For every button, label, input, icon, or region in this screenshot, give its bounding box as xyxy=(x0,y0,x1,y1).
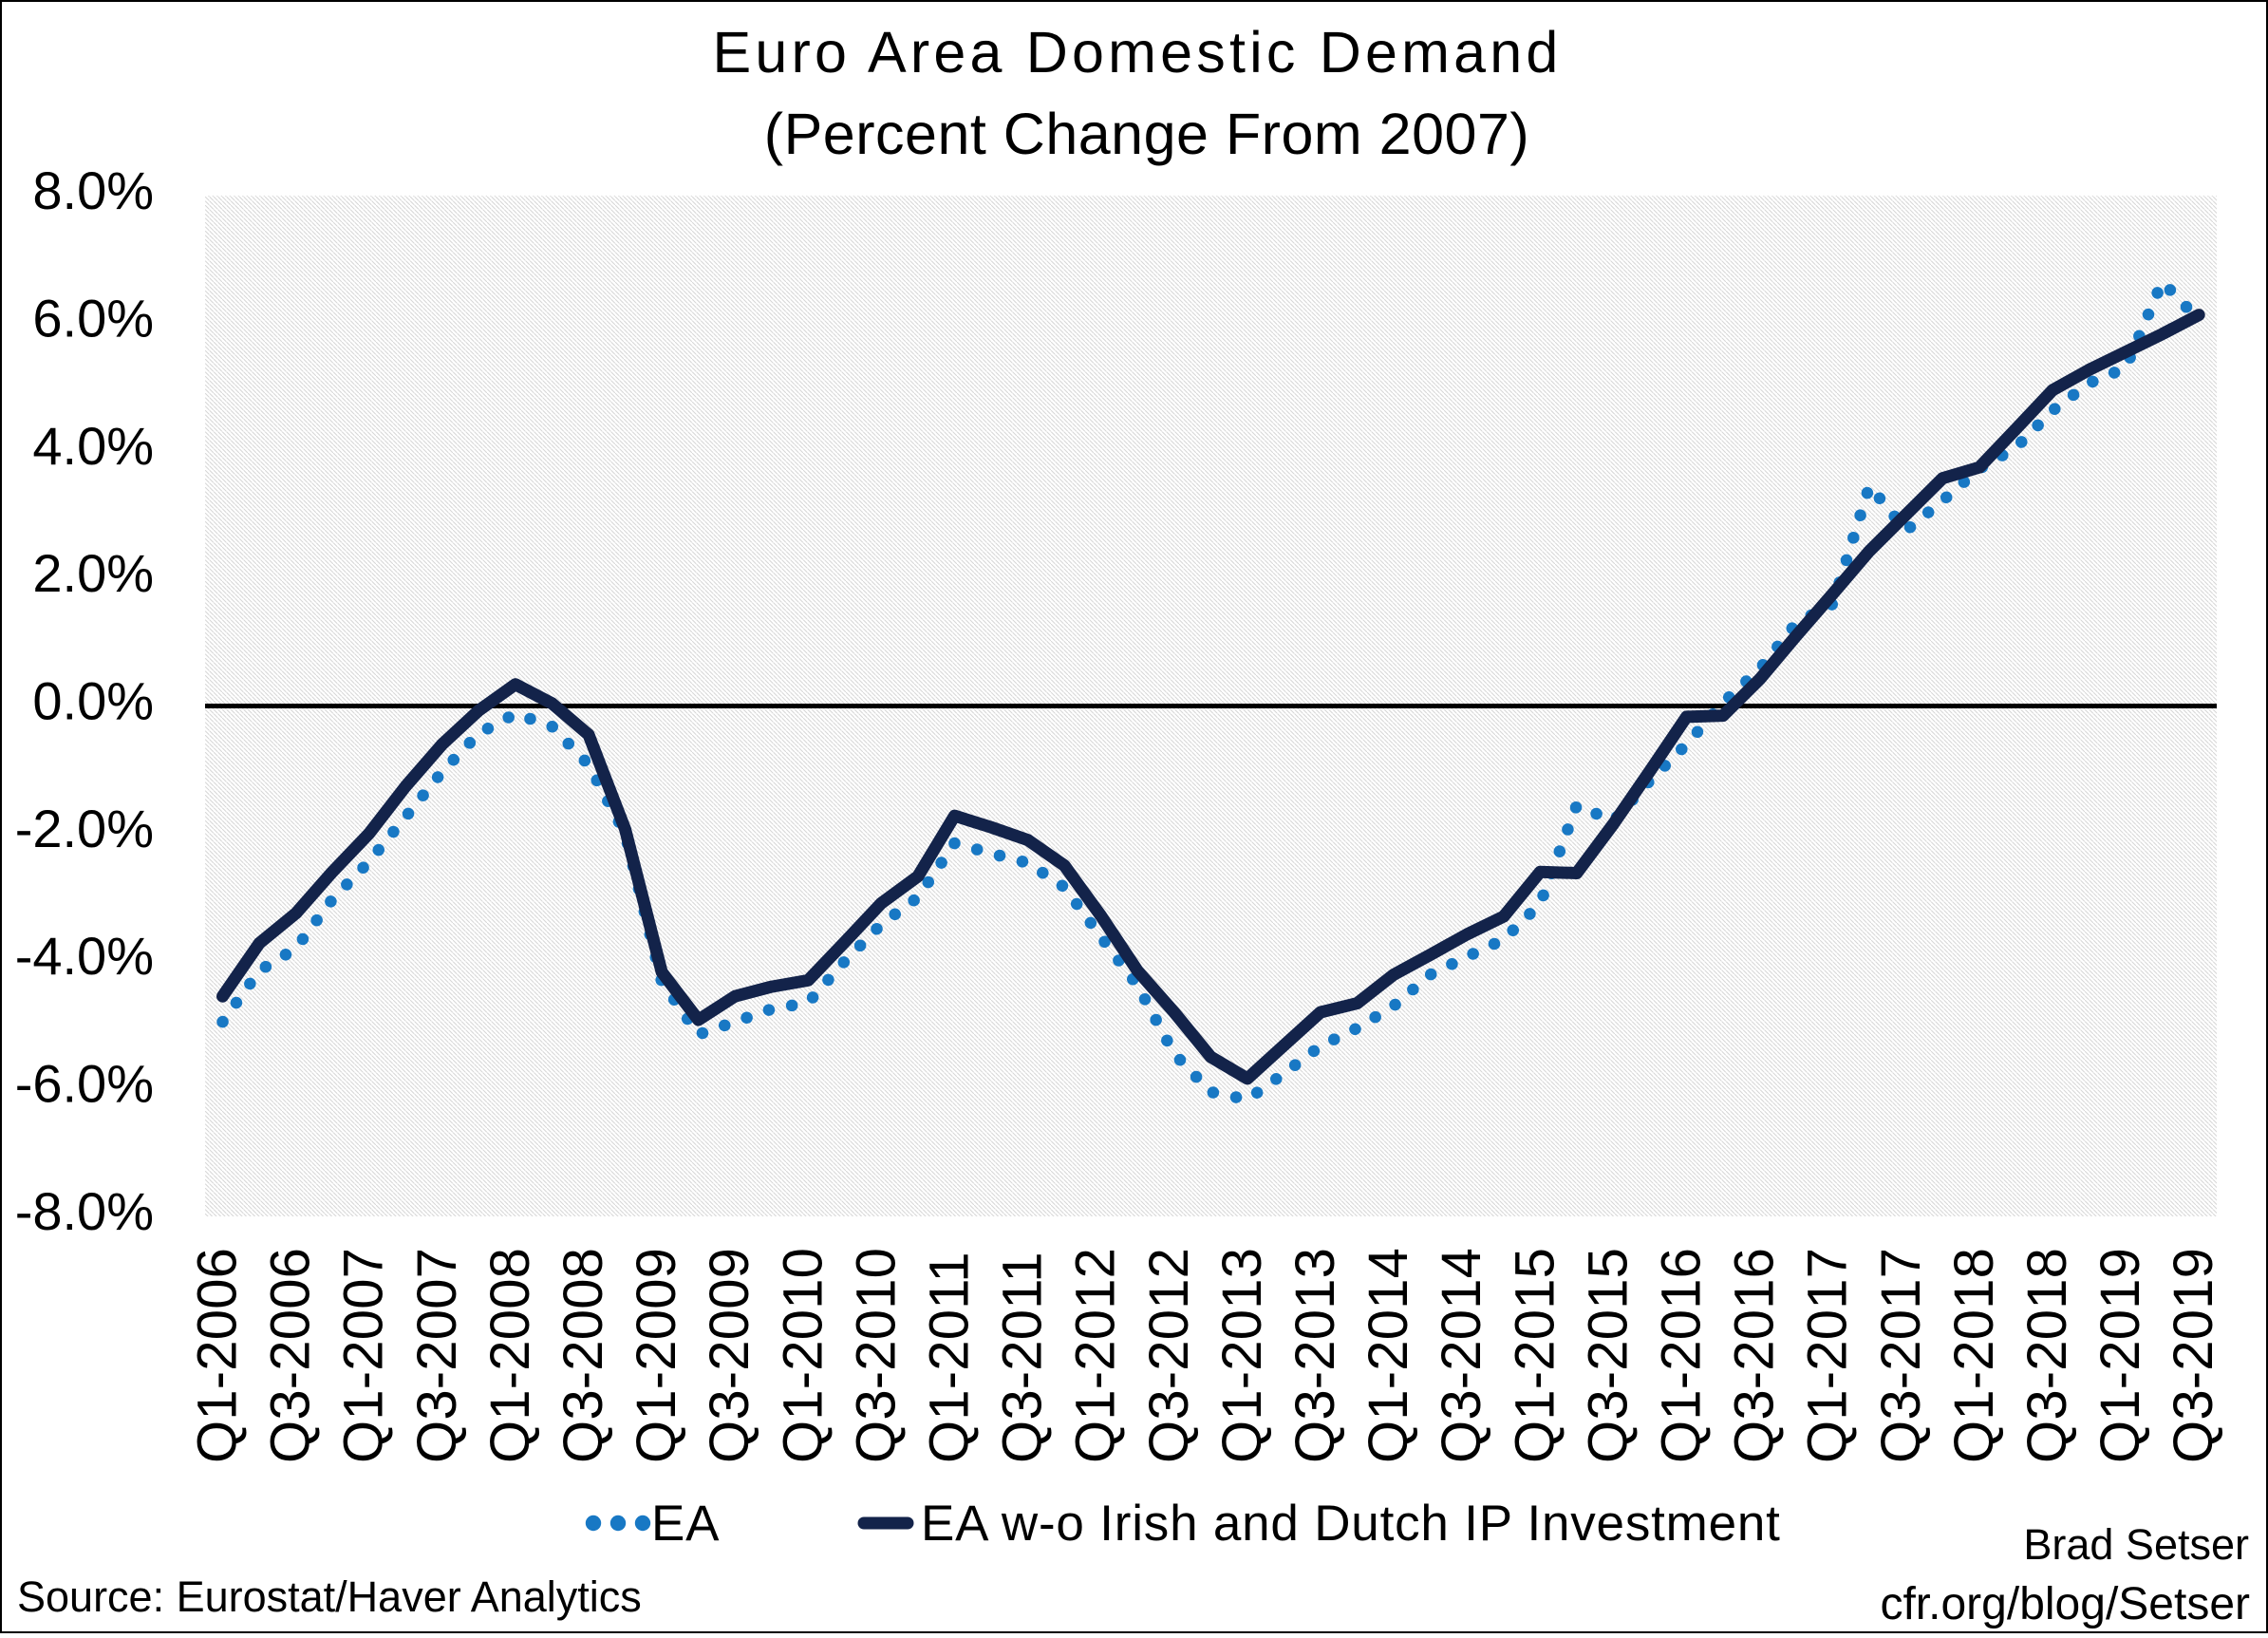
svg-text:Source: Eurostat/Haver Analyti: Source: Eurostat/Haver Analytics xyxy=(17,1572,642,1621)
svg-text:Q3-2017: Q3-2017 xyxy=(1870,1248,1932,1463)
svg-text:Q1-2019: Q1-2019 xyxy=(2090,1248,2151,1463)
svg-text:Q3-2009: Q3-2009 xyxy=(699,1248,760,1463)
svg-text:Q1-2006: Q1-2006 xyxy=(187,1248,249,1463)
svg-text:-6.0%: -6.0% xyxy=(15,1054,154,1114)
svg-text:8.0%: 8.0% xyxy=(32,160,154,220)
svg-text:Q3-2016: Q3-2016 xyxy=(1724,1248,1786,1463)
svg-text:Q1-2009: Q1-2009 xyxy=(626,1248,687,1463)
svg-text:6.0%: 6.0% xyxy=(32,288,154,348)
svg-text:-8.0%: -8.0% xyxy=(15,1181,154,1241)
svg-text:Q1-2015: Q1-2015 xyxy=(1504,1248,1565,1463)
svg-text:Q1-2012: Q1-2012 xyxy=(1065,1248,1127,1463)
svg-text:4.0%: 4.0% xyxy=(32,416,154,476)
svg-text:Q1-2018: Q1-2018 xyxy=(1943,1248,2005,1463)
svg-text:Q1-2010: Q1-2010 xyxy=(772,1248,834,1463)
svg-text:Q3-2011: Q3-2011 xyxy=(992,1252,1054,1463)
svg-text:-4.0%: -4.0% xyxy=(15,926,154,986)
svg-text:Brad Setser: Brad Setser xyxy=(2023,1520,2249,1569)
svg-text:Q3-2019: Q3-2019 xyxy=(2163,1248,2224,1463)
svg-text:EA: EA xyxy=(651,1496,720,1552)
svg-text:Q3-2007: Q3-2007 xyxy=(406,1248,468,1463)
svg-text:Q1-2007: Q1-2007 xyxy=(333,1248,395,1463)
svg-text:Q1-2014: Q1-2014 xyxy=(1358,1248,1419,1463)
svg-text:Q3-2010: Q3-2010 xyxy=(845,1248,907,1463)
svg-text:Q1-2013: Q1-2013 xyxy=(1211,1248,1273,1463)
svg-text:Euro Area Domestic Demand: Euro Area Domestic Demand xyxy=(713,20,1563,85)
svg-text:Q1-2016: Q1-2016 xyxy=(1651,1248,1713,1463)
svg-text:Q3-2014: Q3-2014 xyxy=(1431,1248,1492,1463)
svg-text:0.0%: 0.0% xyxy=(32,671,154,731)
svg-text:Q3-2015: Q3-2015 xyxy=(1577,1248,1639,1463)
svg-text:cfr.org/blog/Setser: cfr.org/blog/Setser xyxy=(1880,1579,2250,1629)
svg-text:Q3-2013: Q3-2013 xyxy=(1284,1248,1346,1463)
svg-text:Q1-2017: Q1-2017 xyxy=(1797,1248,1859,1463)
svg-text:EA w-o Irish and Dutch IP Inve: EA w-o Irish and Dutch IP Investment xyxy=(921,1496,1781,1552)
svg-text:Q1-2011: Q1-2011 xyxy=(919,1252,981,1463)
svg-text:-2.0%: -2.0% xyxy=(15,799,154,858)
svg-text:2.0%: 2.0% xyxy=(32,543,154,603)
svg-text:Q1-2008: Q1-2008 xyxy=(479,1248,541,1463)
svg-text:Q3-2012: Q3-2012 xyxy=(1138,1248,1200,1463)
svg-text:Q3-2018: Q3-2018 xyxy=(2016,1248,2078,1463)
svg-text:Q3-2006: Q3-2006 xyxy=(260,1248,322,1463)
svg-text:Q3-2008: Q3-2008 xyxy=(553,1248,614,1463)
svg-text:(Percent Change From 2007): (Percent Change From 2007) xyxy=(764,102,1529,166)
